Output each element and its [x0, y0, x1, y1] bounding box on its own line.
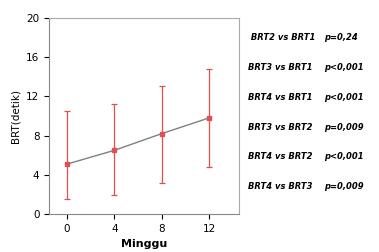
Text: BRT3 vs BRT2: BRT3 vs BRT2 — [248, 122, 313, 132]
Text: BRT4 vs BRT1: BRT4 vs BRT1 — [248, 93, 313, 102]
Text: p<0,001: p<0,001 — [324, 93, 364, 102]
Text: p=0,24: p=0,24 — [324, 33, 358, 42]
Text: p<0,001: p<0,001 — [324, 152, 364, 161]
Text: BRT4 vs BRT3: BRT4 vs BRT3 — [248, 182, 313, 191]
Text: BRT3 vs BRT1: BRT3 vs BRT1 — [248, 63, 313, 72]
Text: p<0,001: p<0,001 — [324, 63, 364, 72]
Text: p=0,009: p=0,009 — [324, 182, 364, 191]
Text: BRT4 vs BRT2: BRT4 vs BRT2 — [248, 152, 313, 161]
X-axis label: Minggu: Minggu — [121, 239, 167, 249]
Y-axis label: BRT(detik): BRT(detik) — [11, 89, 21, 143]
Text: p=0,009: p=0,009 — [324, 122, 364, 132]
Text: BRT2 vs BRT1: BRT2 vs BRT1 — [248, 33, 316, 42]
